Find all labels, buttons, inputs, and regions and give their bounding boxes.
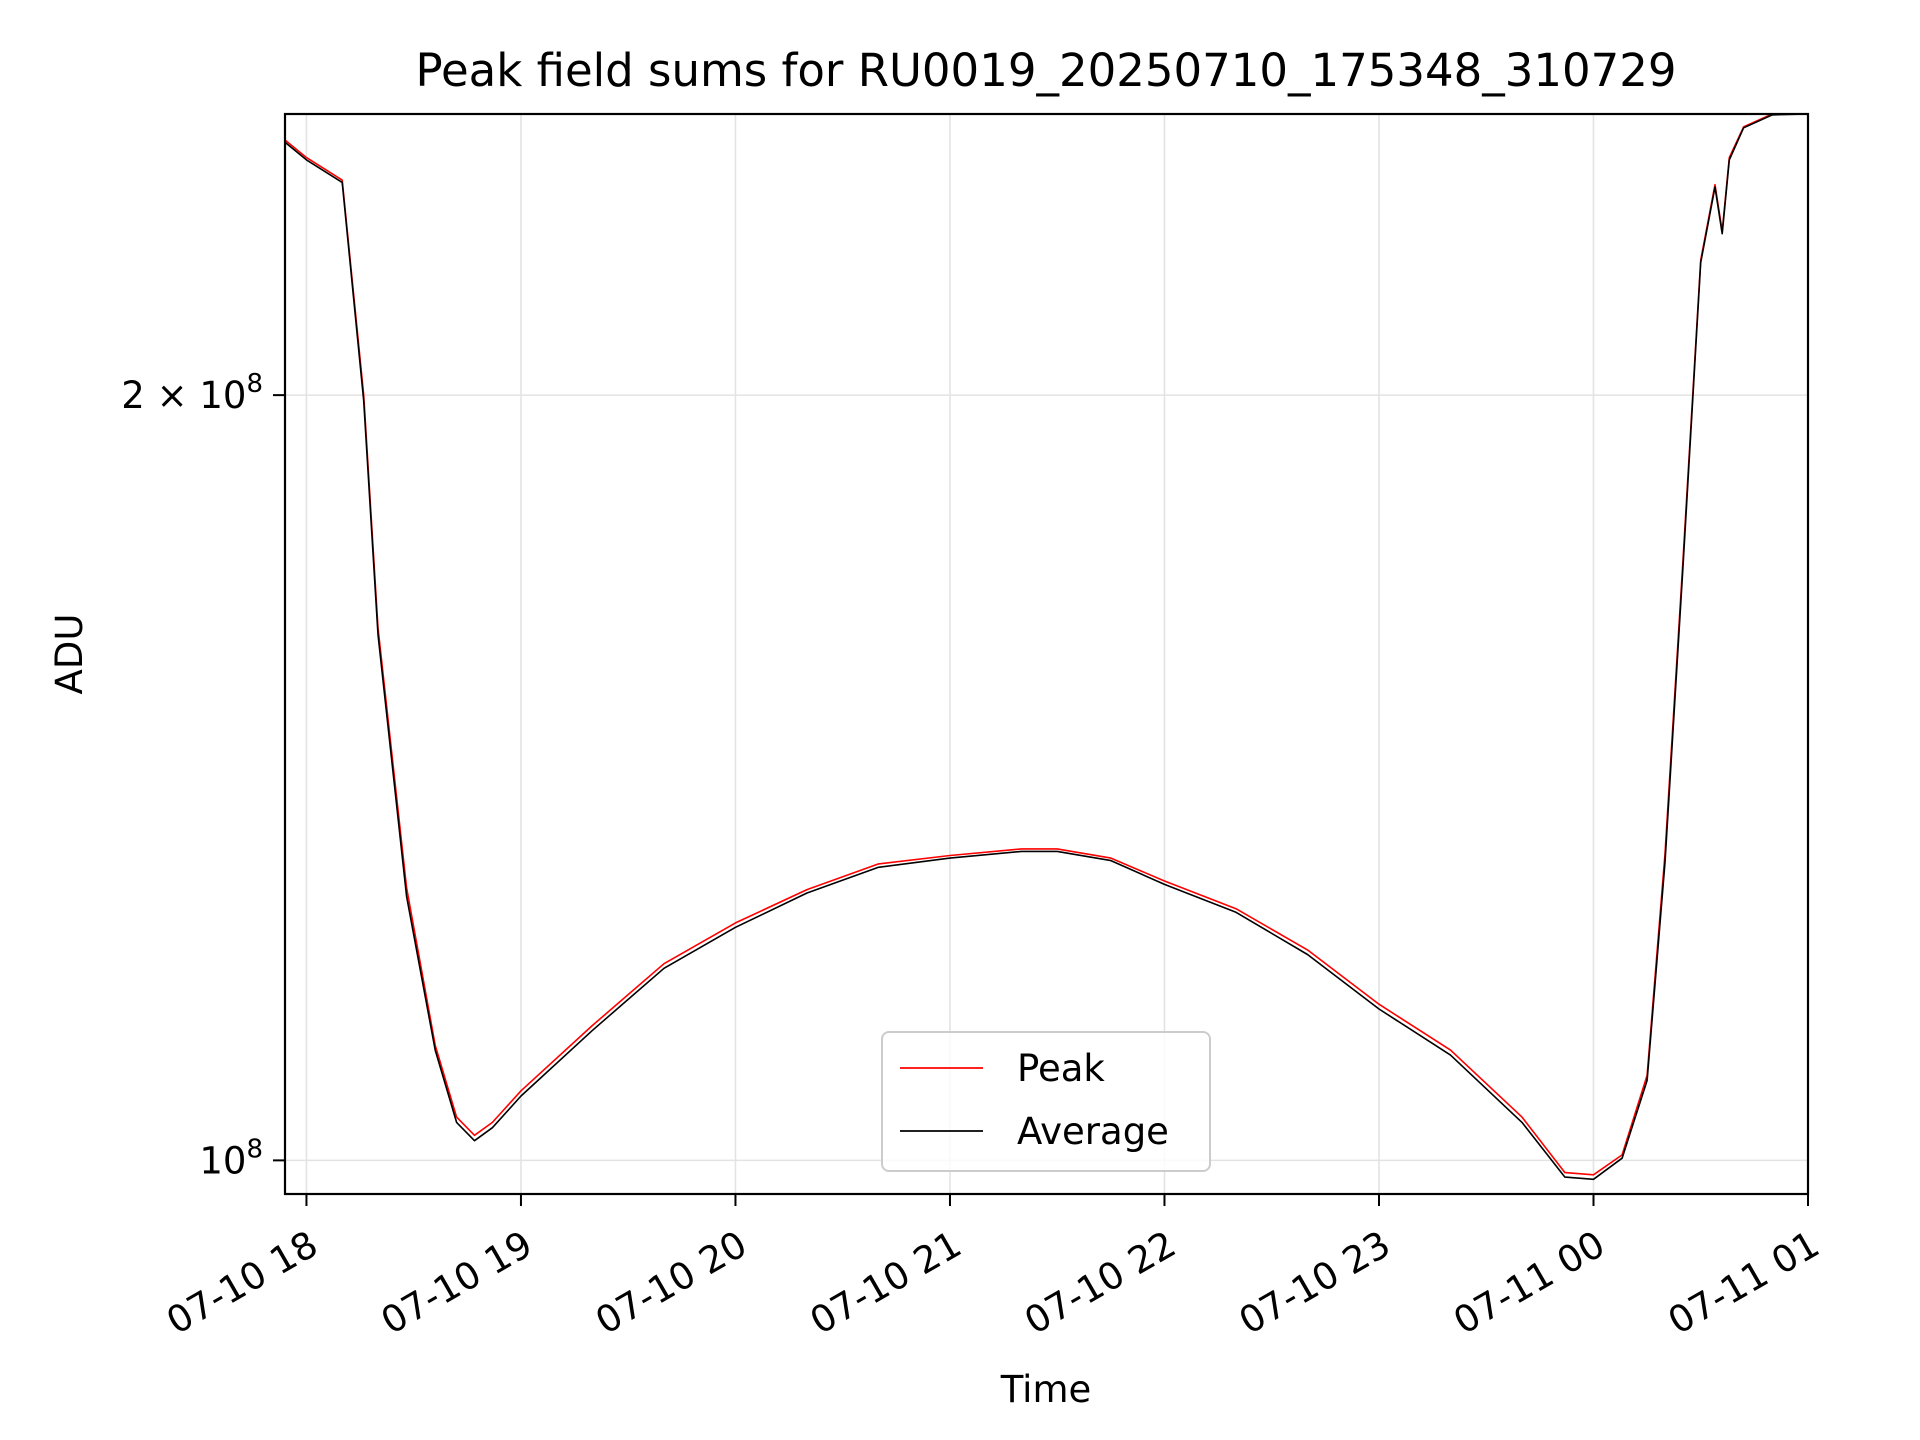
- series-line-average: [284, 113, 1809, 1181]
- y-tick-exponent: 8: [246, 369, 263, 399]
- y-tick-exponent: 8: [246, 1134, 263, 1164]
- y-axis-label: ADU: [48, 614, 91, 695]
- legend-label-average: Average: [1017, 1110, 1169, 1153]
- legend-box: [881, 1031, 1211, 1172]
- legend: Peak Average: [881, 1031, 1211, 1172]
- series-lines: [284, 113, 1809, 1181]
- x-axis-label: Time: [1000, 1368, 1092, 1411]
- y-tick-label: 2 × 108: [121, 369, 263, 417]
- chart-title: Peak field sums for RU0019_20250710_1753…: [415, 44, 1676, 97]
- legend-label-peak: Peak: [1017, 1047, 1105, 1090]
- y-tick-mantissa: 2: [121, 374, 145, 417]
- plot-frame: [283, 112, 1810, 1196]
